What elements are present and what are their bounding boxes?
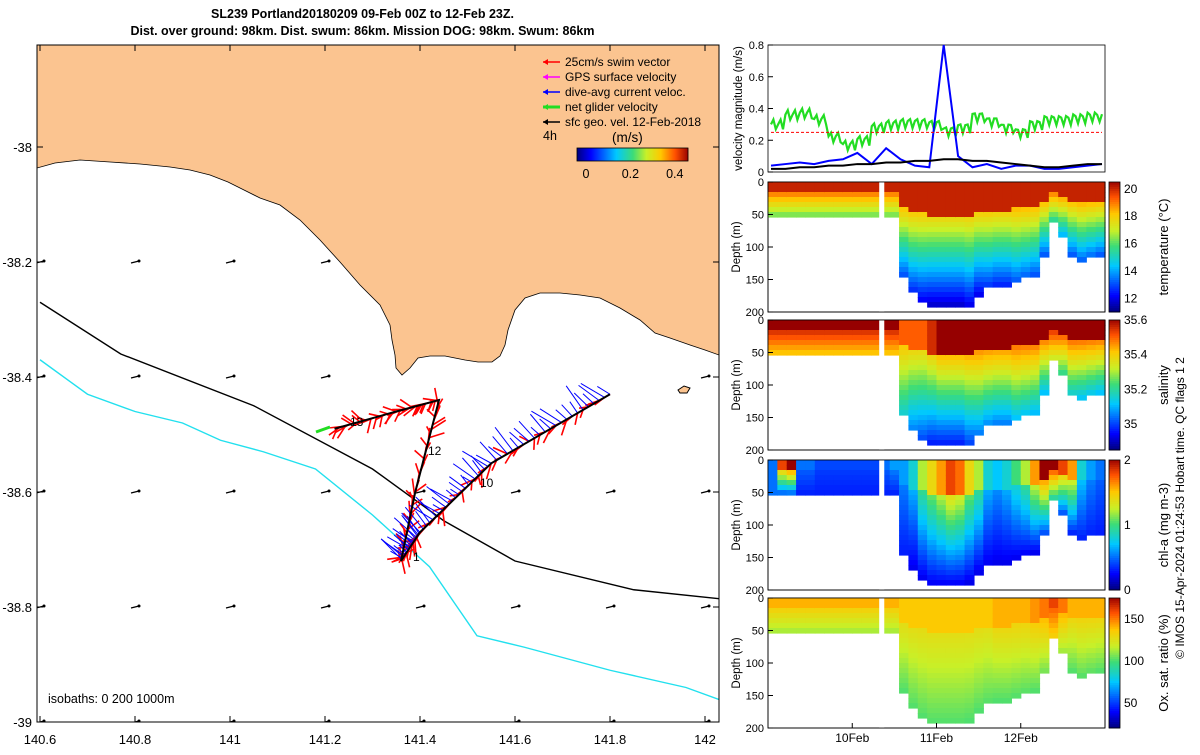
side-note: © IMOS 15-Apr-2024 01:24:53 Hobart time.… xyxy=(1173,357,1187,659)
